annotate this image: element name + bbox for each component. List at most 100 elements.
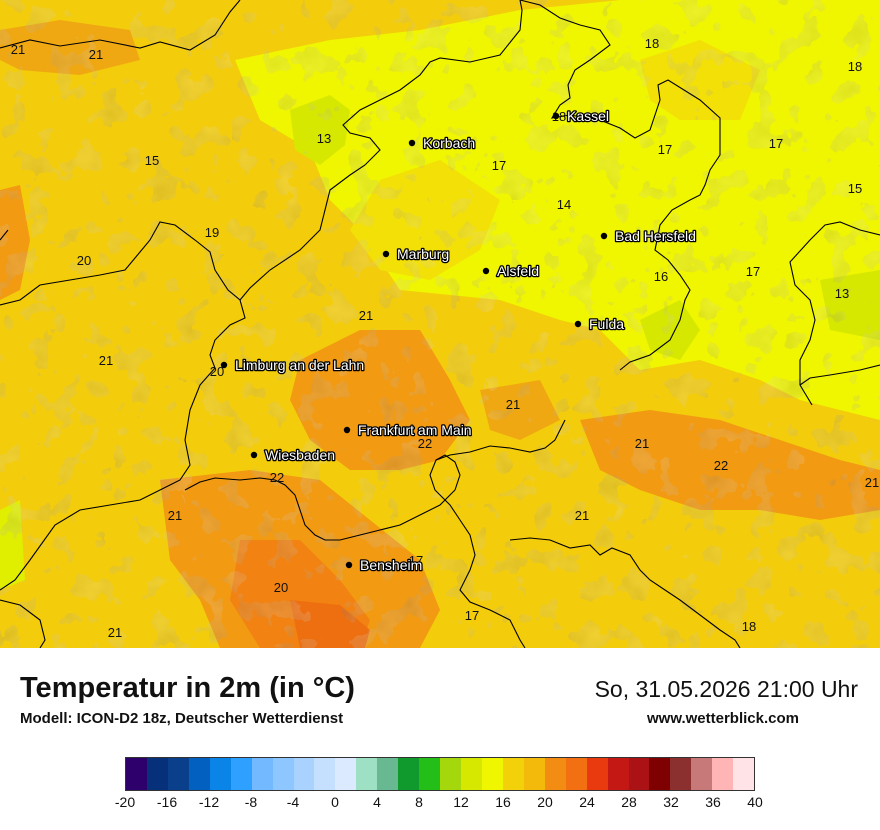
city-name: Frankfurt am Main xyxy=(358,422,472,438)
city-name: Kassel xyxy=(567,108,609,124)
temperature-value: 14 xyxy=(557,197,571,212)
temperature-value: 15 xyxy=(848,181,862,196)
temperature-value: 19 xyxy=(205,225,219,240)
legend-tick-label: 28 xyxy=(621,794,637,810)
temperature-value: 18 xyxy=(742,619,756,634)
city-dot xyxy=(220,361,228,369)
legend-swatch xyxy=(209,758,231,790)
legend-swatch xyxy=(419,758,441,790)
city-name: Wiesbaden xyxy=(265,447,335,463)
city-marker: Wiesbaden xyxy=(250,446,336,464)
chart-title: Temperatur in 2m (in °C) xyxy=(20,672,355,704)
legend-tick-label: 36 xyxy=(705,794,721,810)
legend-swatch xyxy=(586,758,608,790)
city-name: Limburg an der Lahn xyxy=(235,357,364,373)
forecast-date: So, 31.05.2026 21:00 Uhr xyxy=(594,676,858,702)
city-marker: Alsfeld xyxy=(482,262,540,280)
texture-overlay xyxy=(0,0,880,648)
legend-swatch xyxy=(481,758,503,790)
legend-tick-label: -12 xyxy=(198,794,220,810)
legend-swatch xyxy=(230,758,252,790)
legend-tick-label: -4 xyxy=(286,794,300,810)
legend-swatch xyxy=(146,758,168,790)
temperature-value: 15 xyxy=(145,153,159,168)
temperature-value: 21 xyxy=(635,436,649,451)
city-name: Korbach xyxy=(423,135,475,151)
temperature-value: 20 xyxy=(274,580,288,595)
legend-tick-label: 40 xyxy=(747,794,763,810)
legend-swatch xyxy=(377,758,399,790)
legend-tick-label: -8 xyxy=(244,794,258,810)
website-link[interactable]: www.wetterblick.com xyxy=(647,710,799,727)
city-dot xyxy=(574,320,582,328)
temperature-value: 17 xyxy=(746,264,760,279)
legend-swatch xyxy=(649,758,671,790)
temperature-value: 22 xyxy=(714,458,728,473)
legend-tick-label: 32 xyxy=(663,794,679,810)
temperature-value: 17 xyxy=(492,158,506,173)
city-marker: Bensheim xyxy=(345,556,424,574)
model-info: Modell: ICON-D2 18z, Deutscher Wetterdie… xyxy=(20,710,344,727)
legend-tick-label: -16 xyxy=(156,794,178,810)
legend-ticks: -20 -16 -12 -8 -4 0 4 8 12 16 20 24 28 32 36 40 xyxy=(0,794,880,814)
temperature-value: 21 xyxy=(168,508,182,523)
temperature-value: 13 xyxy=(317,131,331,146)
legend-swatch xyxy=(335,758,357,790)
temperature-value: 21 xyxy=(865,475,879,490)
legend-tick-label: 4 xyxy=(373,794,381,810)
legend-swatch xyxy=(356,758,378,790)
legend-swatch xyxy=(398,758,420,790)
temperature-value: 21 xyxy=(89,47,103,62)
temperature-labels: 21 21 18 18 18 13 17 17 15 17 15 14 19 20 16 17 13 21 21 20… xyxy=(11,36,879,640)
city-dot xyxy=(382,250,390,258)
city-marker: Kassel xyxy=(552,107,610,125)
temperature-value: 17 xyxy=(769,136,783,151)
city-name: Alsfeld xyxy=(497,263,539,279)
city-marker: Bad Hersfeld xyxy=(600,227,697,245)
legend-tick-label: 16 xyxy=(495,794,511,810)
temperature-value: 21 xyxy=(506,397,520,412)
temperature-map: 21 21 18 18 18 13 17 17 15 17 15 14 19 20 16 17 13 21 21 20… xyxy=(0,0,880,648)
legend-swatch xyxy=(167,758,189,790)
temperature-value: 21 xyxy=(11,42,25,57)
legend-swatch xyxy=(293,758,315,790)
temperature-value: 18 xyxy=(848,59,862,74)
legend-swatch xyxy=(607,758,629,790)
legend-swatch xyxy=(188,758,210,790)
legend-swatch xyxy=(251,758,273,790)
temperature-value: 17 xyxy=(465,608,479,623)
temperature-value: 17 xyxy=(658,142,672,157)
legend-swatch xyxy=(544,758,566,790)
legend-swatch xyxy=(461,758,482,790)
legend-swatch xyxy=(628,758,650,790)
city-dot xyxy=(345,561,353,569)
city-marker: Marburg xyxy=(382,245,450,263)
legend-swatch xyxy=(565,758,587,790)
legend-swatch xyxy=(523,758,545,790)
legend-swatch xyxy=(502,758,524,790)
legend-swatch xyxy=(126,758,147,790)
city-marker: Korbach xyxy=(408,134,476,152)
legend-tick-label: 24 xyxy=(579,794,595,810)
temperature-value: 21 xyxy=(99,353,113,368)
temperature-value: 13 xyxy=(835,286,849,301)
city-dot xyxy=(552,112,560,120)
legend-tick-label: -20 xyxy=(114,794,136,810)
legend-tick-label: 8 xyxy=(415,794,423,810)
city-markers: Kassel Korbach Bad Hersfeld Marburg Alsfeld F… xyxy=(220,107,697,574)
city-marker: Limburg an der Lahn xyxy=(220,356,366,374)
temperature-value: 20 xyxy=(77,253,91,268)
legend-tick-label: 12 xyxy=(453,794,469,810)
city-name: Bensheim xyxy=(360,557,422,573)
temperature-value: 17 xyxy=(409,553,423,568)
city-name: Marburg xyxy=(397,246,449,262)
city-name: Bad Hersfeld xyxy=(615,228,696,244)
legend-swatch xyxy=(733,758,755,790)
city-marker: Frankfurt am Main xyxy=(343,421,473,439)
legend-swatch xyxy=(314,758,336,790)
temperature-value: 21 xyxy=(575,508,589,523)
state-borders xyxy=(0,0,880,648)
city-dot xyxy=(600,232,608,240)
city-dot xyxy=(408,139,416,147)
city-dot xyxy=(250,451,258,459)
